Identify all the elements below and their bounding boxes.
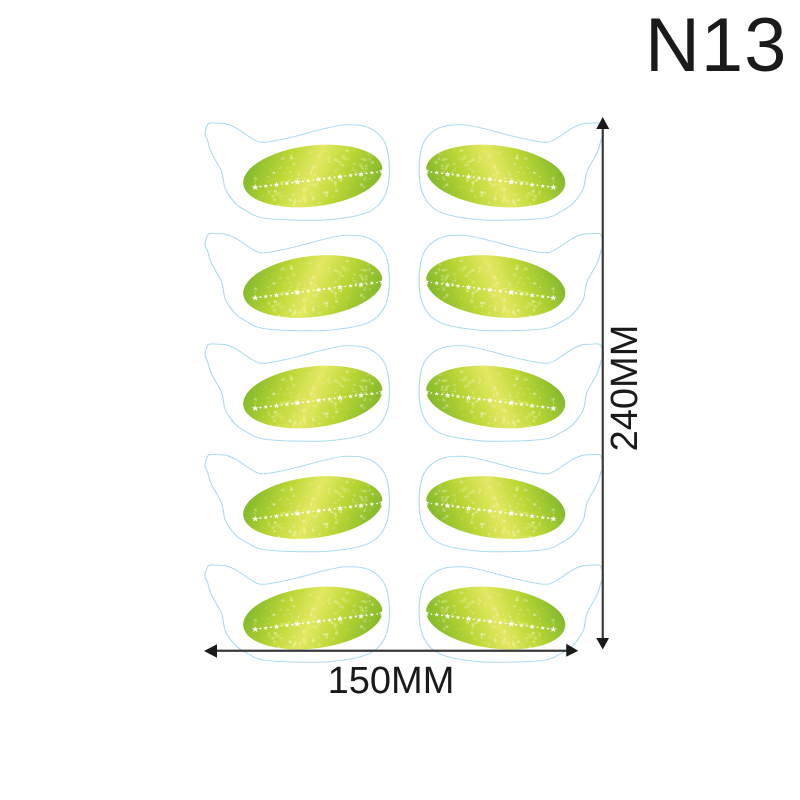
svg-text:240MM: 240MM — [604, 325, 646, 452]
svg-text:150MM: 150MM — [328, 660, 455, 702]
